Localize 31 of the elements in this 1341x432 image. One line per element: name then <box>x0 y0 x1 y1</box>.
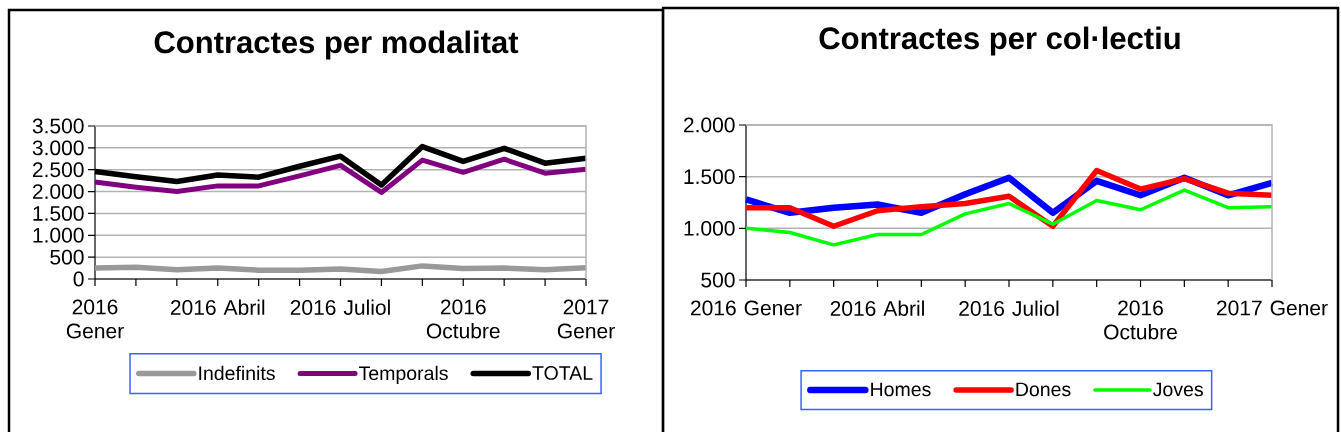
x-tick-label: 2016 Abril <box>170 299 265 315</box>
y-tick-label: 1.500 <box>33 206 84 221</box>
x-tick-label: 2016 Octubre <box>1104 300 1177 340</box>
y-tick-label: 2.000 <box>32 184 84 200</box>
x-tick-label: 2016 Juliol <box>290 299 390 315</box>
y-tick-label: 2.500 <box>32 162 84 178</box>
y-tick-label: 500 <box>701 272 735 288</box>
x-tick-label: 2016 Gener <box>66 299 124 339</box>
legend-label: Homes <box>871 382 931 397</box>
x-tick-label: 2016 Octubre <box>426 299 500 339</box>
y-tick-label: 1.500 <box>684 169 735 185</box>
y-tick-label: 1.000 <box>33 227 84 243</box>
line-series <box>744 188 1274 247</box>
legend-label: Indefinits <box>199 365 275 381</box>
y-tick-label: 2.000 <box>683 117 735 133</box>
legend-label: TOTAL <box>532 366 593 380</box>
y-tick-label: 3.000 <box>32 140 84 156</box>
legend-label: Temporals <box>359 365 448 384</box>
chart-title: Contractes per col·lectiu <box>819 26 1180 56</box>
legend-label: Dones <box>1016 382 1071 397</box>
y-tick-label: 3.500 <box>32 118 84 134</box>
x-tick-label: 2016 Juliol <box>959 300 1059 316</box>
x-tick-label: 2016 Gener <box>691 300 802 316</box>
x-tick-label: 2016 Abril <box>830 300 924 316</box>
y-tick-label: 1.000 <box>684 220 735 236</box>
legend-label: Joves <box>1153 382 1203 397</box>
y-tick-label: 500 <box>50 249 84 265</box>
y-tick-label: 0 <box>73 271 84 287</box>
chart-title: Contractes per modalitat <box>154 30 519 60</box>
x-tick-label: 2017 Gener <box>557 299 615 339</box>
x-tick-label: 2017 Gener <box>1217 300 1328 316</box>
